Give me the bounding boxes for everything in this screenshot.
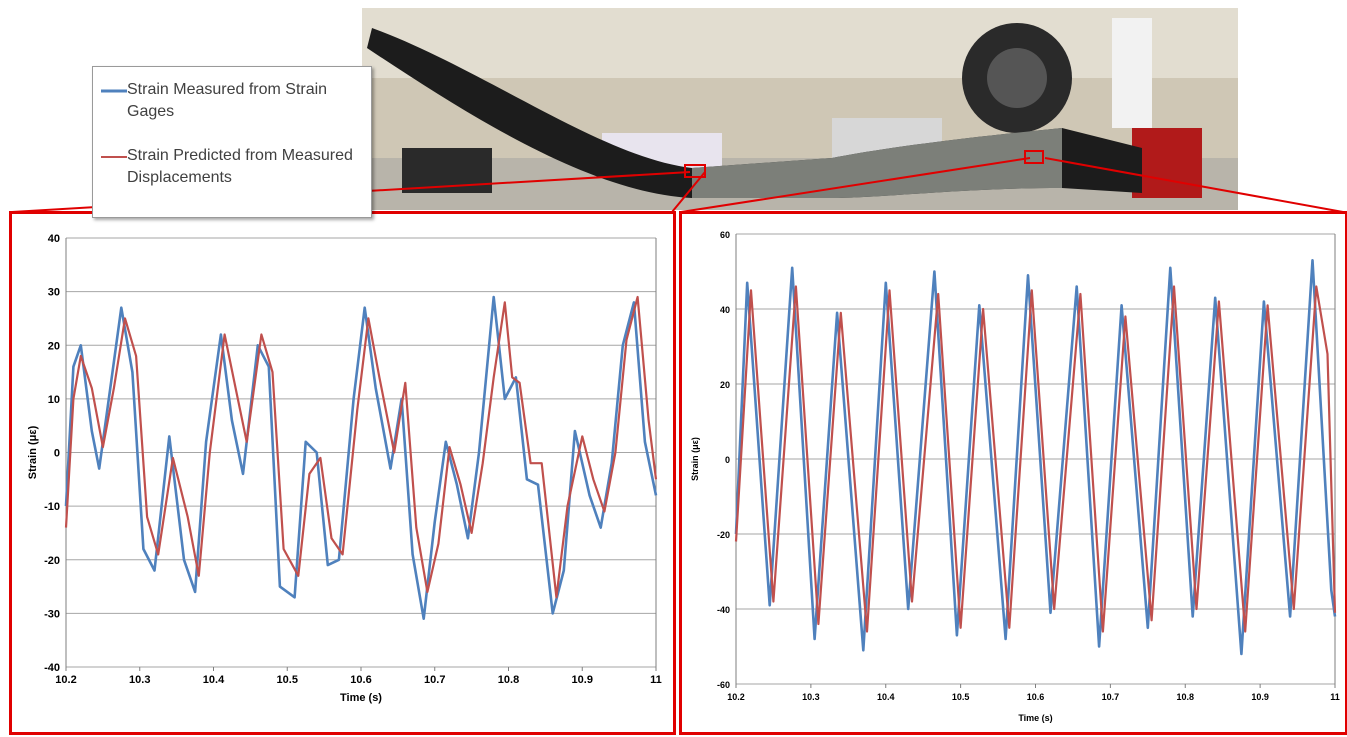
x-tick-label: 10.5 (952, 692, 970, 702)
y-tick-label: -30 (44, 608, 60, 620)
x-tick-label: 10.7 (424, 674, 445, 686)
legend-item-measured: Strain Measured from Strain Gages (101, 79, 363, 123)
y-tick-label: -20 (717, 530, 730, 540)
x-axis-label: Time (s) (340, 692, 382, 704)
y-tick-label: 0 (54, 448, 60, 460)
x-tick-label: 10.3 (129, 674, 150, 686)
x-tick-label: 10.6 (350, 674, 371, 686)
legend-item-predicted: Strain Predicted from Measured Displacem… (101, 145, 363, 189)
y-tick-label: -20 (44, 555, 60, 567)
legend: Strain Measured from Strain Gages Strain… (92, 66, 372, 218)
series-line-predicted (64, 295, 658, 599)
right-chart-panel: 60 40 20 0 -20 -40 -60 10.2 10.3 10.4 10.5 10.6 10.7… (679, 211, 1347, 735)
series-line-measured (64, 295, 658, 621)
legend-swatch-predicted (101, 156, 127, 158)
y-tick-label: 40 (720, 305, 730, 315)
x-tick-label: 11 (1330, 692, 1340, 702)
y-tick-label: 0 (725, 455, 730, 465)
series-line-predicted (734, 285, 1337, 633)
y-tick-label: -40 (717, 605, 730, 615)
legend-swatch-measured (101, 89, 127, 93)
y-axis-label: Strain (με) (690, 437, 700, 481)
series-line-measured (734, 258, 1337, 656)
y-tick-label: -60 (717, 680, 730, 690)
y-tick-label: 60 (720, 230, 730, 240)
x-tick-label: 10.4 (203, 674, 225, 686)
legend-label-predicted: Strain Predicted from Measured Displacem… (127, 147, 353, 186)
y-tick-label: 40 (48, 233, 60, 245)
y-tick-label: 30 (48, 287, 60, 299)
x-tick-label: 10.8 (498, 674, 519, 686)
x-tick-label: 10.2 (727, 692, 745, 702)
x-tick-label: 10.9 (572, 674, 593, 686)
x-tick-label: 10.4 (877, 692, 895, 702)
y-tick-label: 10 (48, 394, 60, 406)
x-tick-label: 10.7 (1102, 692, 1120, 702)
y-tick-label: -40 (44, 662, 60, 674)
x-tick-label: 10.2 (55, 674, 76, 686)
left-chart-panel: 40 30 20 10 0 -10 -20 -30 -40 10.2 10.3 10.4 10.5 10.… (9, 211, 676, 735)
x-tick-label: 10.6 (1027, 692, 1045, 702)
y-tick-label: 20 (720, 380, 730, 390)
y-axis-label: Strain (με) (27, 425, 39, 479)
x-axis-label: Time (s) (1018, 713, 1052, 723)
x-tick-label: 10.8 (1176, 692, 1194, 702)
specimen-photo (362, 8, 1238, 210)
right-strain-chart: 60 40 20 0 -20 -40 -60 10.2 10.3 10.4 10.5 10.6 10.7… (690, 230, 1340, 723)
x-tick-label: 10.5 (277, 674, 298, 686)
x-tick-label: 10.3 (802, 692, 820, 702)
x-tick-label: 10.9 (1251, 692, 1269, 702)
y-tick-label: 20 (48, 340, 60, 352)
legend-label-measured: Strain Measured from Strain Gages (127, 81, 328, 120)
y-tick-label: -10 (44, 501, 60, 513)
x-tick-label: 11 (650, 674, 662, 686)
